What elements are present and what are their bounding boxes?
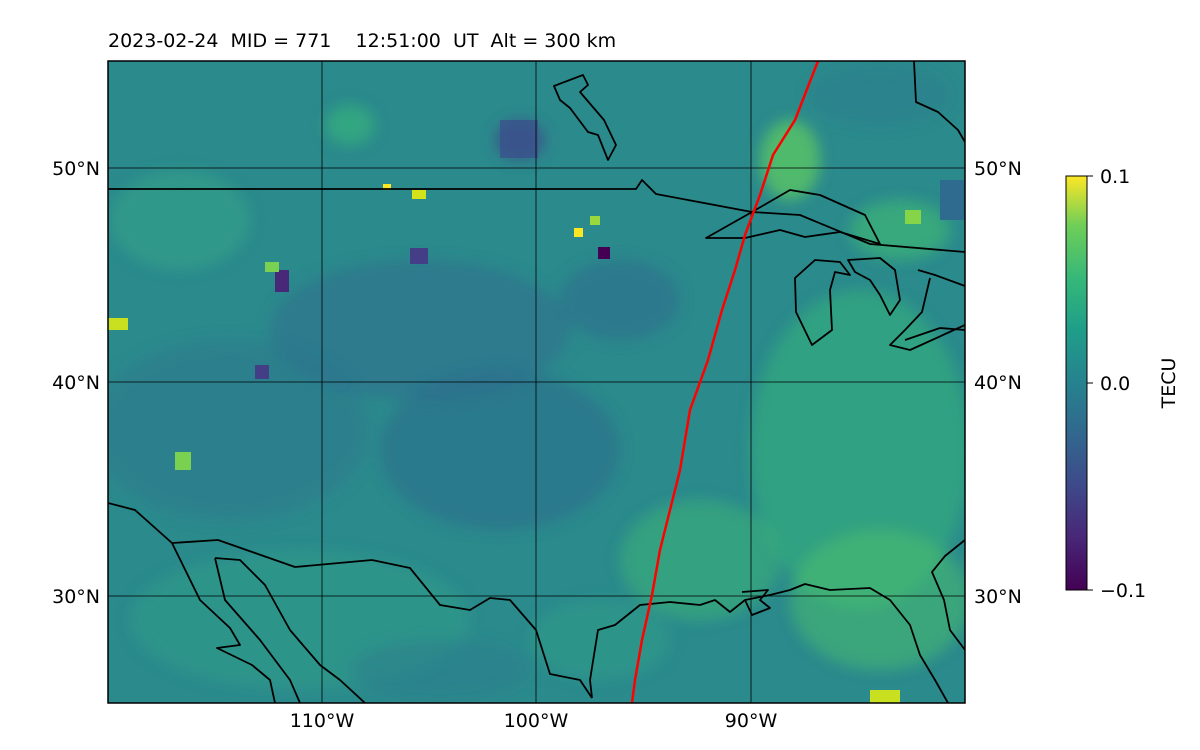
tec-patch bbox=[560, 260, 680, 340]
tec-anomaly-pixel bbox=[500, 120, 538, 158]
lake-huron bbox=[847, 257, 901, 316]
lat-label-left: 30°N bbox=[52, 586, 100, 608]
lake-superior bbox=[705, 189, 881, 245]
atlantic-coast bbox=[931, 539, 965, 651]
tec-anomaly-pixel bbox=[870, 690, 900, 703]
lat-label-right: 40°N bbox=[974, 372, 1022, 394]
tec-patch bbox=[760, 120, 820, 200]
tec-anomaly-pixel bbox=[410, 248, 428, 264]
tec-anomaly-pixel bbox=[383, 184, 391, 190]
lat-label-right: 30°N bbox=[974, 586, 1022, 608]
lon-label: 100°W bbox=[504, 710, 569, 732]
us-mexico-border bbox=[108, 502, 593, 699]
tec-anomaly-pixel bbox=[940, 180, 965, 220]
tec-anomalies bbox=[108, 120, 965, 703]
florida-gulf-coast bbox=[741, 589, 771, 616]
lon-label: 90°W bbox=[725, 710, 778, 732]
terminator-line bbox=[630, 61, 820, 703]
tec-patch bbox=[620, 500, 780, 620]
coastlines bbox=[108, 61, 965, 703]
lake-winnipeg bbox=[553, 74, 617, 161]
colorbar-tick-label: 0.1 bbox=[1100, 166, 1130, 188]
tec-anomaly-pixel bbox=[275, 270, 289, 292]
graticule bbox=[108, 61, 965, 703]
tec-patch bbox=[270, 260, 570, 400]
gulf-of-california bbox=[214, 557, 366, 703]
tec-anomaly-pixel bbox=[905, 210, 921, 224]
baja-california bbox=[171, 542, 276, 703]
tec-field bbox=[108, 61, 965, 703]
colorbar-label: TECU bbox=[1158, 358, 1180, 410]
tec-anomaly-pixel bbox=[175, 452, 191, 470]
tec-anomaly-pixel bbox=[590, 216, 600, 225]
lat-label-left: 40°N bbox=[52, 372, 100, 394]
tec-patch bbox=[850, 200, 950, 260]
colorbar: 0.1 0.0 −0.1 TECU bbox=[1065, 166, 1180, 602]
hudson-bay-coast bbox=[913, 61, 965, 143]
tec-anomaly-pixel bbox=[412, 190, 426, 199]
tec-patch bbox=[750, 290, 965, 610]
tec-anomaly-pixel bbox=[108, 318, 128, 330]
tec-patch bbox=[810, 65, 950, 125]
tec-patch bbox=[790, 530, 965, 670]
tec-anomaly-pixel bbox=[574, 228, 583, 237]
lake-michigan bbox=[794, 259, 851, 346]
map-title: 2023-02-24 MID = 771 12:51:00 UT Alt = 3… bbox=[108, 30, 617, 52]
tec-anomaly-pixel bbox=[265, 262, 279, 272]
lat-label-left: 50°N bbox=[52, 158, 100, 180]
colorbar-tick-label: 0.0 bbox=[1100, 373, 1130, 395]
great-lakes-east bbox=[889, 269, 965, 351]
tec-patch bbox=[325, 105, 375, 145]
tec-variations bbox=[108, 65, 965, 700]
colorbar-gradient bbox=[1065, 175, 1088, 591]
lon-label: 110°W bbox=[290, 710, 355, 732]
tec-patch bbox=[350, 640, 530, 700]
tec-patch bbox=[530, 600, 670, 680]
tec-patch bbox=[110, 170, 250, 270]
tec-anomaly-pixel bbox=[598, 247, 610, 259]
us-canada-border bbox=[108, 179, 965, 253]
colorbar-tick-label: −0.1 bbox=[1100, 580, 1146, 602]
map-frame bbox=[107, 60, 966, 704]
tec-patch bbox=[380, 370, 620, 530]
tec-anomaly-pixel bbox=[255, 365, 269, 379]
lat-label-right: 50°N bbox=[974, 158, 1022, 180]
tec-patch bbox=[108, 340, 370, 520]
